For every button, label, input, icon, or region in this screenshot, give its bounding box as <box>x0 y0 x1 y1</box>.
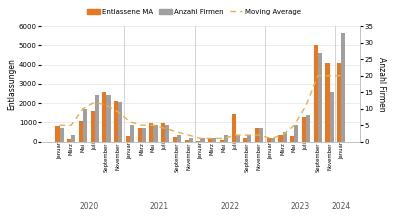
Bar <box>189 138 193 142</box>
Bar <box>177 135 181 142</box>
Text: 2022: 2022 <box>220 202 239 211</box>
Bar <box>200 138 204 142</box>
Bar <box>243 138 247 142</box>
Y-axis label: Anzahl Firmen: Anzahl Firmen <box>377 57 386 111</box>
Bar <box>337 63 341 142</box>
Bar <box>283 132 287 142</box>
Bar <box>255 128 259 142</box>
Bar <box>67 139 71 142</box>
Bar <box>142 128 146 142</box>
Bar <box>196 141 200 142</box>
Bar <box>165 125 169 142</box>
Text: 2020: 2020 <box>79 202 99 211</box>
Bar <box>236 135 240 142</box>
Bar <box>130 125 134 142</box>
Bar <box>212 138 216 142</box>
Bar <box>220 140 224 142</box>
Legend: Entlassene MA, Anzahl Firmen, Moving Average: Entlassene MA, Anzahl Firmen, Moving Ave… <box>87 9 301 15</box>
Bar <box>71 135 75 142</box>
Bar <box>247 135 252 142</box>
Bar <box>231 114 236 142</box>
Bar <box>279 135 283 142</box>
Text: 2023: 2023 <box>290 202 310 211</box>
Bar <box>184 140 189 142</box>
Bar <box>106 95 110 142</box>
Bar <box>224 135 228 142</box>
Bar <box>326 63 330 142</box>
Bar <box>294 125 299 142</box>
Text: 2021: 2021 <box>150 202 169 211</box>
Bar <box>91 111 95 142</box>
Bar <box>102 92 106 142</box>
Bar <box>259 128 263 142</box>
Bar <box>137 128 142 142</box>
Bar <box>290 136 294 142</box>
Bar <box>161 123 165 142</box>
Bar <box>83 109 87 142</box>
Bar <box>314 45 318 142</box>
Bar <box>55 126 60 142</box>
Bar <box>95 95 99 142</box>
Bar <box>153 125 157 142</box>
Text: 2024: 2024 <box>332 202 351 211</box>
Bar <box>126 136 130 142</box>
Bar <box>330 92 334 142</box>
Bar <box>267 138 271 142</box>
Bar <box>306 115 310 142</box>
Bar <box>208 139 212 142</box>
Bar <box>118 102 122 142</box>
Bar <box>149 123 153 142</box>
Bar <box>79 121 83 142</box>
Bar <box>60 128 64 142</box>
Bar <box>341 33 346 142</box>
Bar <box>318 53 322 142</box>
Bar <box>302 117 306 142</box>
Bar <box>173 137 177 142</box>
Y-axis label: Entlassungen: Entlassungen <box>7 58 16 110</box>
Bar <box>114 101 118 142</box>
Bar <box>271 138 275 142</box>
